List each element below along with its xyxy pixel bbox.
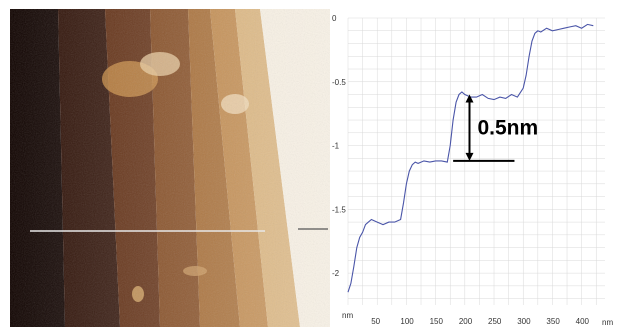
afm-topography-image	[10, 9, 330, 327]
arrow-head-down-icon	[465, 152, 474, 161]
y-tick-label: 0	[332, 14, 337, 23]
y-tick-label: -2	[332, 269, 340, 278]
y-axis-ticks: 0 -0.5 -1 -1.5 -2	[332, 14, 346, 278]
y-unit-label: nm	[342, 311, 353, 320]
x-tick-label: 100	[400, 317, 414, 326]
x-tick-label: 250	[488, 317, 502, 326]
x-tick-label: 50	[371, 317, 380, 326]
x-tick-label: 400	[576, 317, 590, 326]
height-profile-series	[347, 23, 594, 293]
step-height-label: 0.5nm	[477, 117, 538, 140]
x-unit-label: nm	[602, 318, 613, 327]
x-axis-ticks: 50 100 150 200 250 300 350 400	[371, 317, 589, 326]
y-tick-label: -1.5	[332, 205, 346, 214]
line-profile-chart: 0 -0.5 -1 -1.5 -2 50 100 150 200 250 300 350 400 0.…	[330, 0, 620, 327]
afm-image-panel	[10, 9, 330, 327]
x-tick-label: 350	[546, 317, 560, 326]
y-tick-label: -1	[332, 142, 340, 151]
arrow-head-up-icon	[465, 94, 474, 103]
y-tick-label: -0.5	[332, 78, 346, 87]
x-tick-label: 200	[459, 317, 473, 326]
line-profile-svg: 0 -0.5 -1 -1.5 -2 50 100 150 200 250 300 350 400 0.…	[332, 14, 613, 327]
afm-texture	[10, 9, 330, 327]
x-tick-label: 300	[517, 317, 531, 326]
step-height-annotation: 0.5nm	[453, 94, 538, 162]
chart-grid	[347, 17, 605, 305]
x-tick-label: 150	[430, 317, 444, 326]
